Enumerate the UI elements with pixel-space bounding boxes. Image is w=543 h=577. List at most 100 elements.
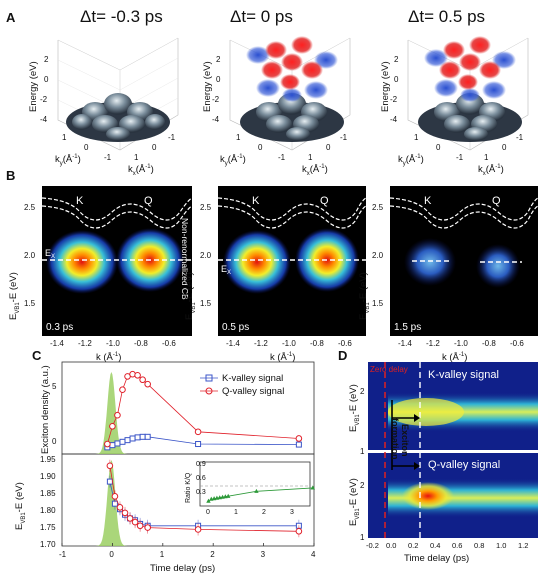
svg-text:0.3: 0.3 xyxy=(196,489,206,496)
energy-plot xyxy=(106,459,303,538)
data-point-k xyxy=(124,437,131,444)
svg-text:-4: -4 xyxy=(40,115,48,124)
svg-text:-0.8: -0.8 xyxy=(310,339,324,348)
svg-text:Energy (eV): Energy (eV) xyxy=(202,61,213,112)
data-point-q xyxy=(139,376,146,384)
svg-text:2.0: 2.0 xyxy=(24,251,36,260)
svg-text:2: 2 xyxy=(360,387,365,396)
data-point-k xyxy=(195,441,202,448)
energy-point-q xyxy=(106,462,114,470)
ratio-point xyxy=(254,488,259,493)
svg-text:1: 1 xyxy=(484,153,489,162)
svg-text:0: 0 xyxy=(502,143,507,152)
svg-text:1: 1 xyxy=(360,447,365,456)
svg-text:0: 0 xyxy=(326,143,331,152)
svg-text:0.0: 0.0 xyxy=(386,541,396,550)
panel-c: C Exciton density (a.u.) 5 0 EVB1-E (eV)… xyxy=(14,348,316,574)
svg-text:0: 0 xyxy=(206,509,210,516)
svg-text:0.3 ps: 0.3 ps xyxy=(46,322,73,333)
svg-text:EX: EX xyxy=(221,264,231,276)
svg-text:0: 0 xyxy=(84,143,89,152)
svg-text:0: 0 xyxy=(216,75,221,84)
svg-text:1: 1 xyxy=(360,533,365,542)
svg-text:-4: -4 xyxy=(212,115,220,124)
panel-label-b: B xyxy=(6,168,15,183)
panel-b-plot-3: K Q 1.5 ps 2.5 2.0 1.5 EVB1-E (eV) -1.4 … xyxy=(358,186,539,363)
svg-text:1.75: 1.75 xyxy=(40,523,56,532)
svg-text:-2: -2 xyxy=(212,95,220,104)
svg-text:0: 0 xyxy=(436,143,441,152)
svg-text:Q: Q xyxy=(144,195,153,207)
svg-text:-2: -2 xyxy=(390,95,398,104)
svg-text:-1.0: -1.0 xyxy=(106,339,120,348)
panel-c-bottom-ylabel: EVB1-E (eV) xyxy=(14,482,27,530)
svg-text:0.6: 0.6 xyxy=(196,475,206,482)
data-point-q xyxy=(109,422,116,430)
svg-text:-0.6: -0.6 xyxy=(162,339,176,348)
panel-c-bottom-frame xyxy=(61,453,315,547)
x-tick-label: 3 xyxy=(261,550,266,559)
svg-text:Q: Q xyxy=(492,195,501,207)
panel-c-top-ylabel: Exciton density (a.u.) xyxy=(40,365,51,454)
svg-text:-1.2: -1.2 xyxy=(426,339,440,348)
data-point-k xyxy=(114,440,121,447)
svg-text:0: 0 xyxy=(394,75,399,84)
svg-text:1.70: 1.70 xyxy=(40,540,56,549)
svg-text:-4: -4 xyxy=(390,115,398,124)
energy-point-k xyxy=(106,478,113,485)
svg-text:k (Å-1): k (Å-1) xyxy=(442,352,467,363)
svg-text:2.0: 2.0 xyxy=(372,251,384,260)
svg-text:-0.2: -0.2 xyxy=(366,541,379,550)
axis-label-ky: ky(Å-1) xyxy=(55,154,81,167)
panel-a-plot-3: Δt= 0.5 ps Energy (eV) 2 0 xyxy=(380,7,529,177)
data-point-q xyxy=(104,440,111,448)
svg-text:0.9: 0.9 xyxy=(196,461,206,468)
panel-a-plot-1: Δt= -0.3 ps xyxy=(28,7,179,177)
exciton-density-plot xyxy=(104,370,303,451)
panel-d-xlabel: Time delay (ps) xyxy=(404,553,469,564)
axis-label-energy: Energy (eV) xyxy=(28,61,39,112)
data-point-k xyxy=(129,435,136,442)
svg-text:2: 2 xyxy=(44,55,49,64)
x-tick-label: 2 xyxy=(210,550,215,559)
ratio-point xyxy=(206,498,211,503)
panel-c-xlabel: Time delay (ps) xyxy=(150,563,215,574)
panel-a: A Δt= -0.3 ps xyxy=(6,7,529,177)
panel-b-ylabel-1: EVB1-E (eV) xyxy=(8,272,21,320)
svg-text:k (Å-1): k (Å-1) xyxy=(96,352,121,363)
data-point-k xyxy=(134,434,141,441)
data-point-q xyxy=(144,380,151,388)
energy-point-q xyxy=(194,526,202,533)
ex-label: EX xyxy=(45,248,55,260)
svg-text:k (Å-1): k (Å-1) xyxy=(270,352,295,363)
svg-text:K: K xyxy=(252,195,260,207)
x-tick-label: 4 xyxy=(311,550,316,559)
svg-text:1.5: 1.5 xyxy=(200,299,212,308)
svg-text:-1: -1 xyxy=(516,133,524,142)
svg-text:1: 1 xyxy=(308,153,313,162)
svg-text:kx(Å-1): kx(Å-1) xyxy=(478,164,504,177)
panel-a-plot-2: Δt= 0 ps xyxy=(202,7,351,177)
x-tick-label: 1 xyxy=(160,550,165,559)
data-point-k xyxy=(119,438,126,445)
svg-text:-2: -2 xyxy=(40,95,48,104)
panel-a-title-1: Δt= -0.3 ps xyxy=(80,7,163,26)
svg-text:1.90: 1.90 xyxy=(40,472,56,481)
panel-b-plot-2: K Q EX 0.5 ps 2.5 2.0 1.5 EVB1-E (eV) -1… xyxy=(184,186,367,363)
data-point-k xyxy=(109,442,116,449)
svg-text:2.5: 2.5 xyxy=(24,203,36,212)
svg-text:2: 2 xyxy=(262,509,266,516)
axis-label-kx: kx(Å-1) xyxy=(128,164,154,177)
data-point-q xyxy=(194,428,202,436)
svg-text:0.6: 0.6 xyxy=(452,541,462,550)
svg-text:K: K xyxy=(424,195,432,207)
ratio-point xyxy=(226,493,231,498)
svg-text:-1.4: -1.4 xyxy=(50,339,64,348)
panel-c-xticks: -1 0 1 2 3 4 xyxy=(59,543,316,559)
panel-label-d: D xyxy=(338,348,347,363)
panel-c-legend: K-valley signal Q-valley signal xyxy=(200,373,284,397)
svg-text:1.2: 1.2 xyxy=(518,541,528,550)
panel-a-title-3: Δt= 0.5 ps xyxy=(408,7,485,26)
panel-d-top-title: K-valley signal xyxy=(428,369,499,381)
svg-text:2.5: 2.5 xyxy=(200,203,212,212)
